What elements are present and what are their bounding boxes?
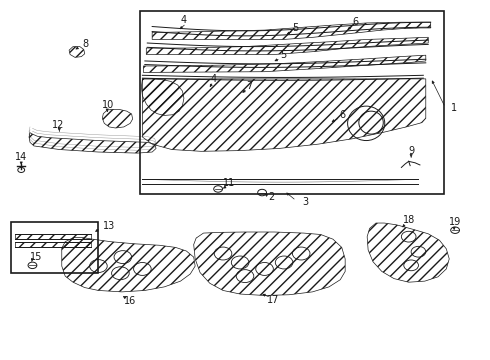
Text: 7: 7 bbox=[246, 81, 252, 91]
Text: 16: 16 bbox=[124, 296, 136, 306]
Text: 9: 9 bbox=[408, 145, 414, 156]
Text: 4: 4 bbox=[210, 74, 216, 84]
Text: 6: 6 bbox=[353, 17, 359, 27]
Bar bbox=[11, 222, 98, 273]
Text: 13: 13 bbox=[103, 221, 116, 231]
Text: 4: 4 bbox=[181, 15, 187, 26]
Text: 5: 5 bbox=[292, 23, 298, 33]
Text: 8: 8 bbox=[83, 40, 89, 49]
Text: 2: 2 bbox=[268, 192, 274, 202]
Text: 14: 14 bbox=[15, 152, 27, 162]
Text: 5: 5 bbox=[280, 50, 286, 60]
Text: 11: 11 bbox=[223, 178, 236, 188]
Text: 19: 19 bbox=[449, 217, 461, 227]
Text: 3: 3 bbox=[303, 197, 309, 207]
Text: 1: 1 bbox=[451, 103, 457, 113]
Text: 18: 18 bbox=[403, 215, 416, 225]
Text: 6: 6 bbox=[340, 110, 346, 120]
Text: 17: 17 bbox=[267, 295, 279, 305]
Text: 12: 12 bbox=[52, 121, 65, 130]
Bar bbox=[140, 11, 444, 194]
Text: 15: 15 bbox=[30, 252, 43, 262]
Text: 10: 10 bbox=[102, 100, 114, 111]
